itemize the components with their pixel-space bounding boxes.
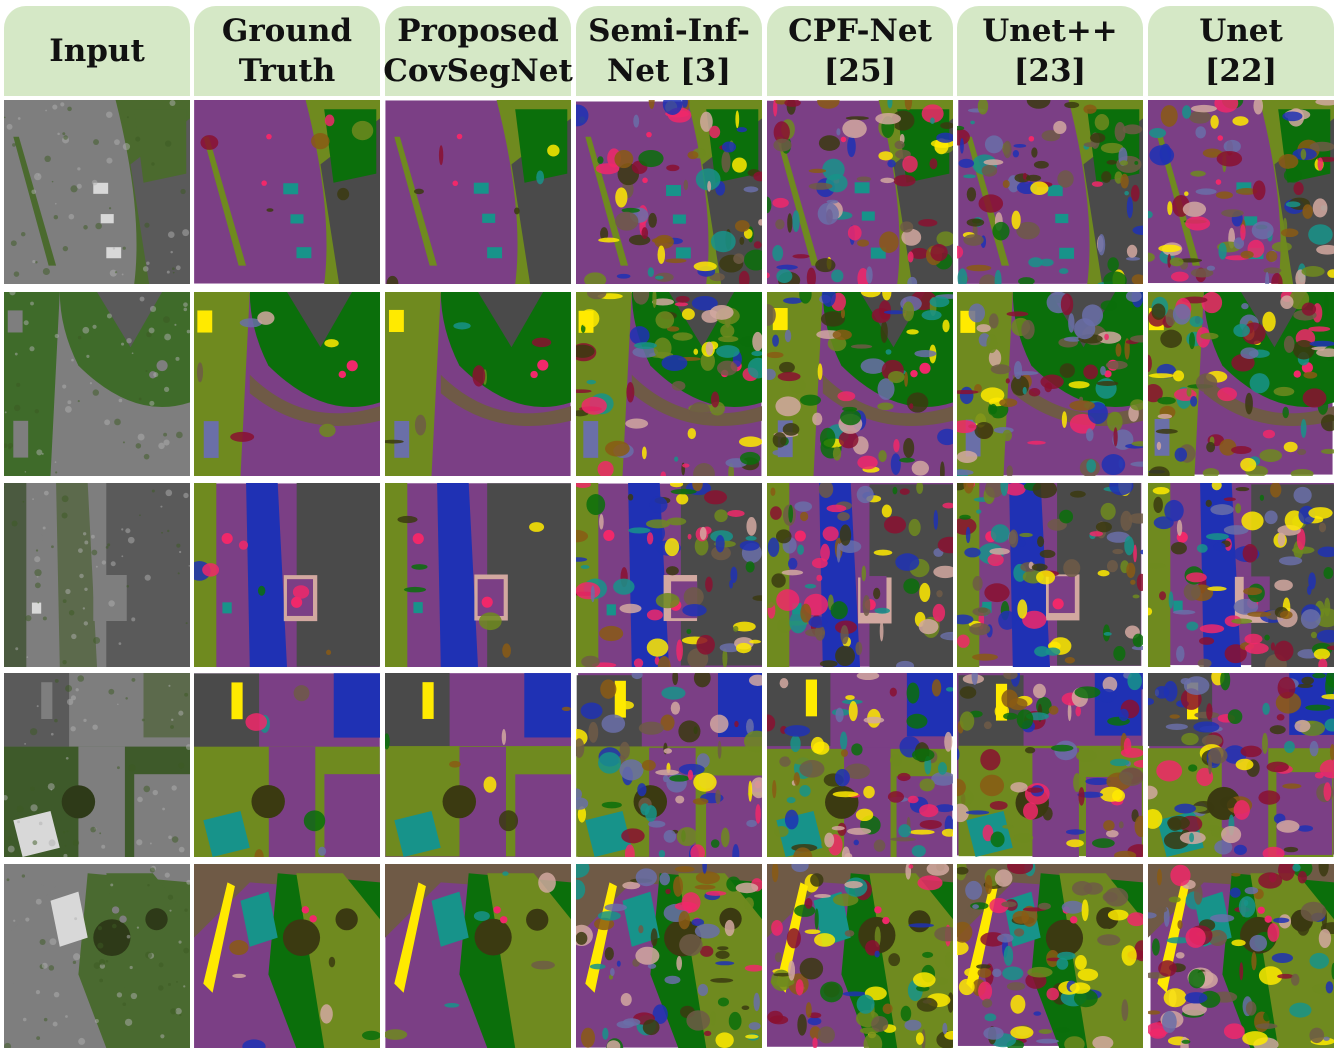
segmentation-map-r5-c7 [1148,864,1334,1048]
segmentation-map-r3-c3 [385,483,571,667]
segmentation-map-r4-c5 [767,673,953,857]
input-image-r5-c1 [4,864,190,1048]
input-image-r2-c1 [4,292,190,476]
segmentation-map-r3-c2 [194,483,380,667]
segmentation-map-r5-c2 [194,864,380,1048]
column-header-2: Proposed CovSegNet [383,6,573,96]
segmentation-map-r2-c6 [957,292,1143,476]
segmentation-map-r1-c7 [1148,100,1334,284]
column-header-4: CPF-Net [25] [767,6,953,96]
segmentation-map-r1-c6 [957,100,1143,284]
segmentation-map-r1-c3 [385,100,571,284]
segmentation-map-r1-c4 [576,100,762,284]
column-header-5: Unet++ [23] [957,6,1143,96]
segmentation-map-r1-c2 [194,100,380,284]
segmentation-map-r2-c5 [767,292,953,476]
segmentation-map-r4-c4 [576,673,762,857]
segmentation-map-r2-c7 [1148,292,1334,476]
segmentation-map-r2-c2 [194,292,380,476]
segmentation-map-r4-c2 [194,673,380,857]
segmentation-map-r3-c4 [576,483,762,667]
segmentation-map-r3-c5 [767,483,953,667]
segmentation-map-r4-c6 [957,673,1143,857]
segmentation-map-r2-c3 [385,292,571,476]
segmentation-map-r2-c4 [576,292,762,476]
input-image-r4-c1 [4,673,190,857]
segmentation-map-r5-c3 [385,864,571,1048]
segmentation-map-r5-c5 [767,864,953,1048]
segmentation-map-r3-c7 [1148,483,1334,667]
segmentation-map-r5-c6 [957,864,1143,1048]
segmentation-map-r3-c6 [957,483,1143,667]
column-header-3: Semi-Inf- Net [3] [576,6,762,96]
input-image-r3-c1 [4,483,190,667]
column-header-1: Ground Truth [194,6,380,96]
segmentation-map-r4-c3 [385,673,571,857]
segmentation-map-r1-c5 [767,100,953,284]
input-image-r1-c1 [4,100,190,284]
column-header-0: Input [4,6,190,96]
column-header-6: Unet [22] [1148,6,1334,96]
segmentation-map-r5-c4 [576,864,762,1048]
segmentation-map-r4-c7 [1148,673,1334,857]
